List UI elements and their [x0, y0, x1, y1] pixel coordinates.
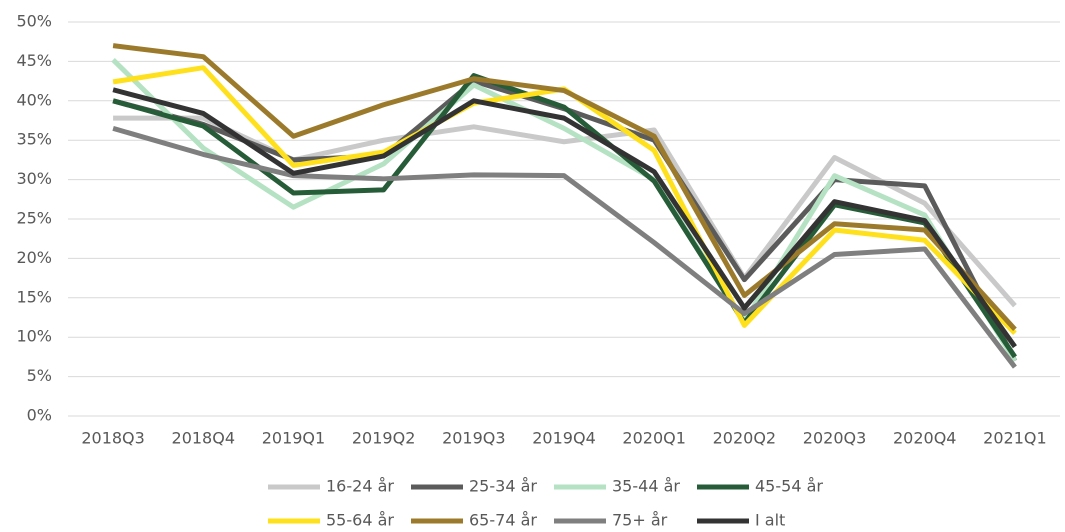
legend-label: 25-34 år	[469, 477, 537, 496]
y-tick-label: 15%	[16, 287, 52, 306]
series-line	[112, 125, 1017, 369]
x-tick-label: 2021Q1	[983, 429, 1047, 448]
legend-label: 16-24 år	[326, 477, 394, 496]
y-tick-label: 10%	[16, 327, 52, 346]
y-tick-label: 50%	[16, 12, 52, 31]
y-tick-label: 35%	[16, 130, 52, 149]
legend-label: 75+ år	[612, 511, 668, 530]
y-tick-label: 5%	[27, 366, 52, 385]
series-line	[112, 43, 1017, 332]
legend-label: 35-44 år	[612, 477, 680, 496]
legend-label: 45-54 år	[755, 477, 823, 496]
x-tick-label: 2019Q3	[442, 429, 506, 448]
x-tick-label: 2020Q2	[713, 429, 777, 448]
y-tick-label: 40%	[16, 90, 52, 109]
x-tick-label: 2020Q4	[893, 429, 957, 448]
legend-label: I alt	[755, 511, 785, 530]
y-tick-label: 25%	[16, 209, 52, 228]
legend-label: 65-74 år	[469, 511, 537, 530]
y-tick-label: 20%	[16, 248, 52, 267]
x-tick-label: 2020Q3	[803, 429, 867, 448]
series-line	[111, 58, 1018, 363]
y-tick-label: 30%	[16, 169, 52, 188]
x-tick-label: 2019Q1	[262, 429, 326, 448]
y-tick-label: 0%	[27, 406, 52, 425]
x-tick-label: 2020Q1	[622, 429, 686, 448]
x-tick-label: 2019Q4	[532, 429, 596, 448]
x-tick-label: 2018Q4	[172, 429, 236, 448]
legend-label: 55-64 år	[326, 511, 394, 530]
series-line	[112, 87, 1017, 349]
series-line	[112, 78, 1018, 362]
y-tick-label: 45%	[16, 51, 52, 70]
x-tick-label: 2018Q3	[81, 429, 145, 448]
x-tick-label: 2019Q2	[352, 429, 416, 448]
